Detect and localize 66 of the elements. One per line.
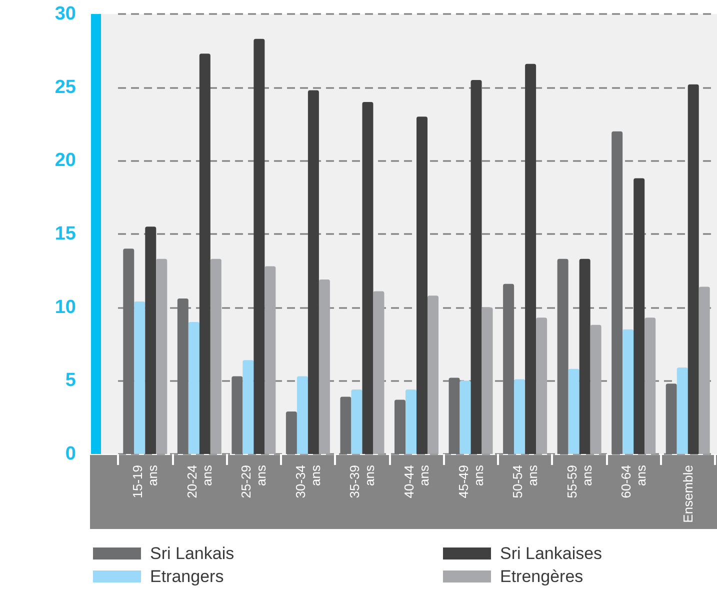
bar (416, 116, 428, 454)
bar (503, 284, 514, 454)
bar (373, 291, 384, 454)
bar (428, 296, 438, 454)
bar (579, 258, 590, 454)
y-tick-label: 5 (65, 370, 76, 392)
bar (394, 400, 406, 454)
bar (210, 258, 222, 454)
x-tick-label: 45-49 ans (456, 464, 486, 498)
bar (123, 248, 134, 454)
bar (666, 384, 677, 454)
y-tick-label: 0 (65, 444, 76, 464)
bar (448, 378, 460, 454)
bar (286, 411, 297, 454)
legend-label: Sri Lankais (150, 544, 234, 563)
bar (568, 368, 580, 454)
x-tick-label: 35-39 ans (347, 464, 378, 498)
bar (634, 178, 645, 454)
bar (232, 376, 243, 454)
bar (177, 298, 188, 454)
legend-label: Etrangers (150, 567, 224, 586)
bar (188, 322, 200, 454)
y-tick-label: 30 (54, 4, 76, 24)
legend-label: Etrengères (500, 567, 584, 586)
x-tick-label: Ensemble (680, 465, 696, 523)
x-tick-label: 15-19 ans (130, 464, 160, 498)
y-tick-label: 20 (54, 150, 76, 172)
bar (536, 318, 548, 454)
bar (622, 329, 634, 454)
bar (482, 307, 493, 454)
bar (406, 389, 416, 454)
x-tick-label: 30-34 ans (292, 464, 323, 498)
bar (525, 64, 536, 454)
x-tick-label: 40-44 ans (402, 464, 432, 498)
bar (308, 90, 319, 454)
bar (134, 301, 146, 454)
bar (318, 279, 330, 454)
bar (612, 131, 623, 454)
bar (514, 379, 526, 454)
bar (688, 84, 699, 454)
bar (557, 258, 568, 454)
y-tick-label: 15 (54, 224, 76, 244)
bar (470, 80, 482, 454)
bar (362, 102, 374, 454)
bar (351, 389, 362, 454)
bar (340, 396, 352, 454)
bar (264, 266, 276, 454)
bar (145, 226, 156, 454)
bar (644, 318, 656, 454)
y-tick-label: 25 (54, 76, 76, 98)
bar (698, 286, 710, 454)
bar (242, 360, 254, 454)
bar (590, 324, 602, 454)
legend-label: Sri Lankaises (500, 544, 602, 563)
bar (676, 367, 688, 454)
x-tick-label: 50-54 ans (510, 464, 540, 498)
bar (156, 258, 168, 454)
x-tick-label: 60-64 ans (618, 464, 649, 498)
bar (296, 376, 308, 454)
x-tick-label: 55-59 ans (564, 464, 594, 498)
x-tick-label: 20-24 ans (184, 464, 214, 498)
bar (254, 38, 265, 454)
bar (199, 54, 210, 454)
x-tick-label: 25-29 ans (238, 464, 269, 498)
bar (460, 380, 471, 454)
y-tick-label: 10 (54, 296, 76, 318)
